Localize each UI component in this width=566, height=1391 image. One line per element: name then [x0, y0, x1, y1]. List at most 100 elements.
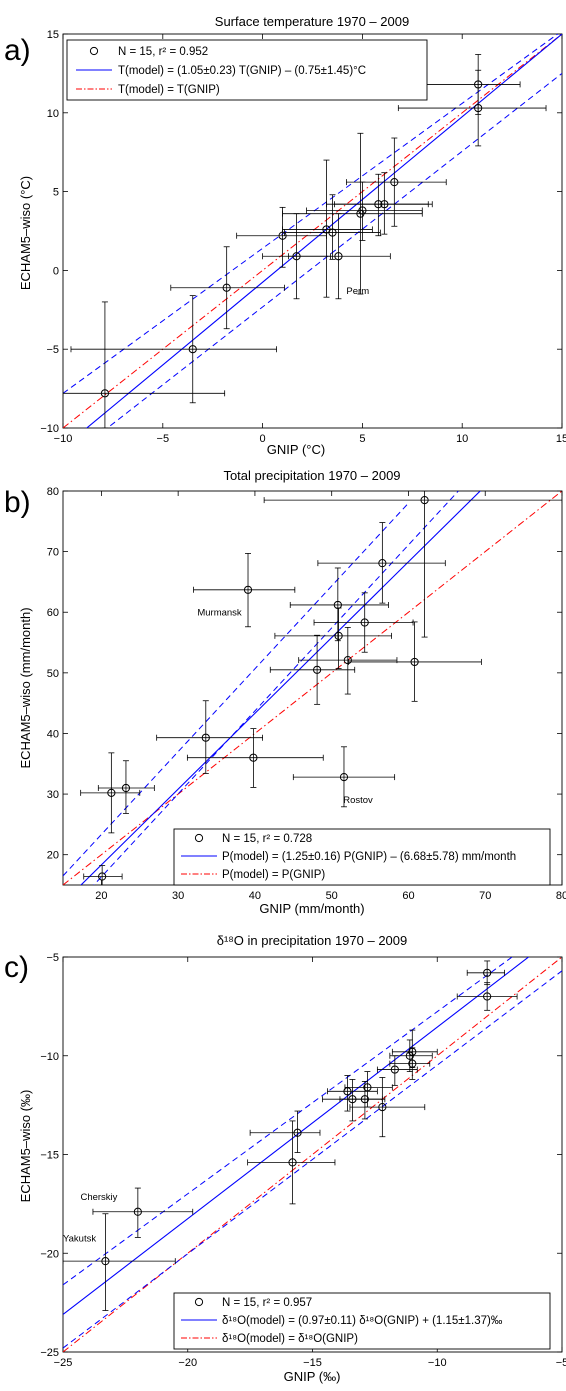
data-point — [101, 1257, 110, 1266]
legend-entry-identity: T(model) = T(GNIP) — [118, 84, 220, 96]
identity-line — [63, 34, 562, 428]
panel-label: c) — [4, 951, 29, 984]
fit-line — [85, 34, 562, 428]
panel-label: b) — [4, 486, 31, 519]
station-annotation: Rostov — [343, 795, 373, 806]
data-point — [390, 1065, 399, 1074]
data-point — [328, 228, 337, 237]
x-tick-label: −10 — [54, 433, 73, 445]
legend-entry-data: N = 15, r² = 0.728 — [222, 833, 312, 845]
y-tick-label: 60 — [47, 607, 59, 619]
y-tick-label: 50 — [47, 668, 59, 680]
y-tick-label: 70 — [47, 547, 59, 559]
x-tick-label: −25 — [54, 1357, 73, 1369]
x-axis-label: GNIP (mm/month) — [259, 901, 364, 916]
data-point — [107, 788, 116, 797]
data-point — [222, 283, 231, 292]
legend-marker-data — [194, 1297, 204, 1307]
confidence-lower-line — [106, 73, 562, 428]
data-point — [390, 178, 399, 187]
data-point — [363, 1083, 372, 1092]
y-tick-label: 5 — [53, 187, 59, 199]
y-tick-label: 80 — [47, 486, 59, 498]
x-axis-label: GNIP (°C) — [267, 442, 325, 457]
y-tick-label: −25 — [40, 1347, 59, 1359]
legend-entry-identity: P(model) = P(GNIP) — [222, 869, 325, 881]
x-tick-label: 80 — [556, 890, 566, 902]
x-tick-label: −20 — [178, 1357, 197, 1369]
y-tick-label: −20 — [40, 1248, 59, 1260]
legend-marker-data — [194, 833, 204, 843]
legend-box — [173, 828, 551, 886]
confidence-upper-line — [63, 502, 409, 877]
legend: N = 15, r² = 0.952 T(model) = (1.05±0.23… — [66, 39, 428, 101]
x-tick-label: 5 — [359, 433, 365, 445]
x-tick-label: 30 — [172, 890, 184, 902]
data-point — [133, 1207, 142, 1216]
y-axis-label: ECHAM5–wiso (°C) — [18, 176, 33, 290]
data-point — [420, 495, 429, 505]
data-point — [410, 657, 419, 667]
data-point — [380, 200, 389, 209]
station-annotation: Yakutsk — [63, 1233, 96, 1244]
confidence-lower-line — [93, 491, 459, 885]
plot-series — [63, 491, 562, 885]
data-point — [334, 252, 343, 261]
x-tick-label: −5 — [556, 1357, 566, 1369]
data-point — [339, 773, 349, 782]
x-tick-label: 10 — [456, 433, 468, 445]
x-tick-label: 20 — [95, 890, 107, 902]
plot-area: −25 −20 −15 −10 −5 −25 −20 −15 −10 −5 Cherskiy Yaku… — [40, 952, 566, 1369]
data-point — [343, 656, 352, 665]
chart-title: δ¹⁸O in precipitation 1970 – 2009 — [217, 933, 408, 948]
y-tick-label: 10 — [47, 108, 59, 120]
x-tick-label: 70 — [479, 890, 491, 902]
plot-series — [63, 957, 562, 1352]
data-point — [313, 665, 322, 674]
chart-title: Surface temperature 1970 – 2009 — [215, 14, 409, 29]
legend-box — [173, 1292, 551, 1350]
legend-marker-data — [89, 46, 99, 56]
confidence-upper-line — [63, 34, 559, 394]
data-point — [293, 1128, 302, 1137]
data-point — [483, 968, 492, 977]
y-tick-label: −10 — [40, 1051, 59, 1063]
data-point — [483, 992, 492, 1001]
x-tick-label: −15 — [303, 1357, 322, 1369]
data-point — [249, 753, 258, 762]
legend: N = 15, r² = 0.957 δ¹⁸O(model) = (0.97±0… — [173, 1292, 551, 1350]
confidence-lower-line — [63, 970, 562, 1349]
data-point — [474, 103, 483, 113]
data-point — [201, 733, 210, 742]
plot-area: −10 −5 0 5 10 15 −10 −5 0 5 10 15 Perm — [40, 29, 566, 445]
legend-entry-fit: δ¹⁸O(model) = (0.97±0.11) δ¹⁸O(GNIP) + (… — [222, 1315, 503, 1327]
legend-entry-fit: T(model) = (1.05±0.23) T(GNIP) – (0.75±1… — [118, 65, 366, 77]
y-axis-label: ECHAM5–wiso (‰) — [18, 1090, 33, 1203]
x-axis-label: GNIP (‰) — [284, 1369, 341, 1384]
legend-entry-identity: δ¹⁸O(model) = δ¹⁸O(GNIP) — [222, 1333, 358, 1345]
data-point — [378, 559, 387, 568]
x-tick-label: 60 — [402, 890, 414, 902]
legend: N = 15, r² = 0.728 P(model) = (1.25±0.16… — [173, 828, 551, 886]
data-point — [358, 206, 367, 215]
station-annotation: Murmansk — [197, 607, 242, 618]
axes-frame — [62, 33, 563, 429]
plot-area: 20 30 40 50 60 70 80 20 30 40 50 60 70 80 Murmansk Rost… — [47, 486, 566, 902]
data-point — [121, 783, 131, 793]
data-point — [243, 585, 253, 594]
fit-line — [80, 491, 481, 885]
legend-entry-data: N = 15, r² = 0.957 — [222, 1297, 312, 1309]
legend-box — [66, 39, 428, 101]
panel-total-precipitation: b) Total precipitation 1970 – 2009 GNIP … — [4, 468, 566, 916]
panel-delta18o: c) δ¹⁸O in precipitation 1970 – 2009 GNI… — [4, 933, 566, 1384]
legend-entry-data: N = 15, r² = 0.952 — [118, 46, 208, 58]
y-tick-label: 20 — [47, 850, 59, 862]
y-tick-label: 30 — [47, 789, 59, 801]
identity-line — [63, 957, 562, 1352]
data-point — [100, 389, 110, 398]
fit-line — [63, 957, 530, 1315]
y-tick-label: −15 — [40, 1150, 59, 1162]
y-tick-label: −5 — [46, 952, 59, 964]
y-tick-label: −5 — [46, 344, 59, 356]
